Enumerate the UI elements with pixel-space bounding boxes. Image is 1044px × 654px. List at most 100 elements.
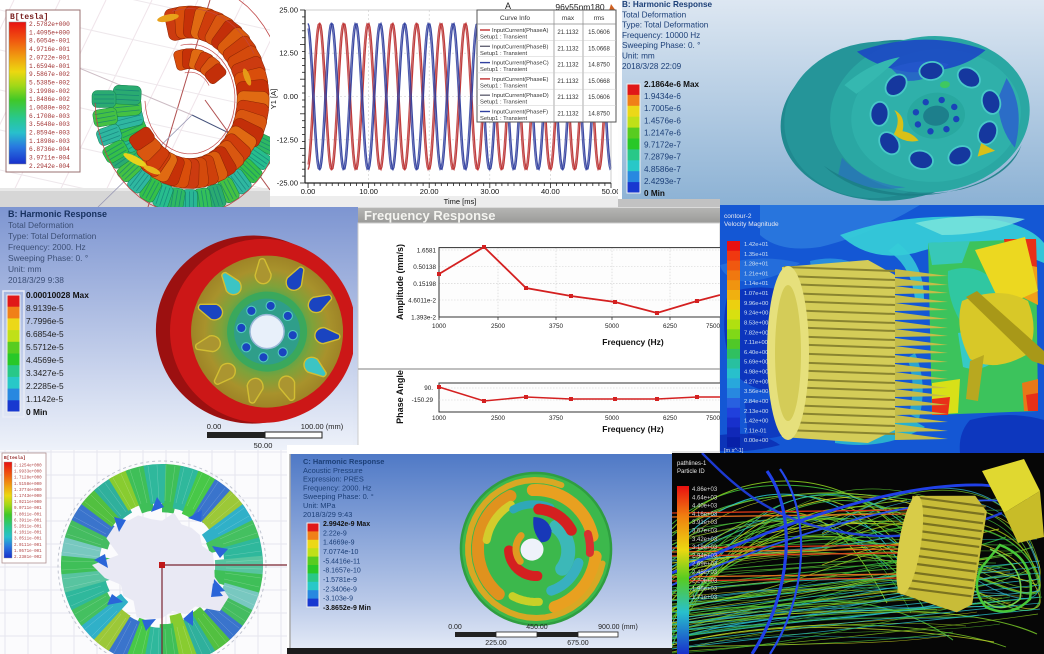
svg-text:5.2011e-001: 5.2011e-001 <box>14 526 42 530</box>
svg-text:1.9434e-6: 1.9434e-6 <box>644 92 681 101</box>
svg-text:-5.4416e-11: -5.4416e-11 <box>323 558 360 565</box>
svg-text:3.18e+03: 3.18e+03 <box>692 545 718 551</box>
svg-text:Frequency: 2000. Hz: Frequency: 2000. Hz <box>8 242 86 252</box>
svg-text:2.2381e-002: 2.2381e-002 <box>14 556 42 560</box>
svg-text:Particle ID: Particle ID <box>677 469 705 475</box>
svg-text:50.00: 50.00 <box>602 187 618 196</box>
svg-text:1.42e+01: 1.42e+01 <box>744 242 768 248</box>
svg-text:-150.29: -150.29 <box>412 397 434 404</box>
svg-text:2.20e+03: 2.20e+03 <box>692 578 718 584</box>
svg-text:2500: 2500 <box>491 323 506 330</box>
svg-text:4.27e+00: 4.27e+00 <box>744 379 768 385</box>
svg-text:1.71e+03: 1.71e+03 <box>692 595 718 601</box>
svg-text:0.00: 0.00 <box>448 624 462 631</box>
svg-text:Setup1 : Transient: Setup1 : Transient <box>480 100 527 106</box>
svg-text:7500: 7500 <box>706 323 720 330</box>
svg-text:6.6854e-5: 6.6854e-5 <box>26 329 64 339</box>
svg-text:6.8736e-004: 6.8736e-004 <box>29 146 70 153</box>
svg-text:-3.103e-9: -3.103e-9 <box>323 596 353 603</box>
svg-text:Frequency (Hz): Frequency (Hz) <box>602 424 664 434</box>
svg-text:4.86e+03: 4.86e+03 <box>692 487 718 493</box>
svg-text:0.00: 0.00 <box>283 92 298 101</box>
svg-text:Phase Angle: Phase Angle <box>395 370 405 424</box>
svg-text:-12.50: -12.50 <box>277 135 298 144</box>
svg-text:6.40e+00: 6.40e+00 <box>744 350 768 356</box>
svg-text:[m s^-1]: [m s^-1] <box>724 448 744 453</box>
svg-text:21.1132: 21.1132 <box>557 112 579 118</box>
svg-text:450.00: 450.00 <box>526 624 548 631</box>
svg-text:2.9942e-9 Max: 2.9942e-9 Max <box>323 521 370 528</box>
svg-text:Frequency: 2000. Hz: Frequency: 2000. Hz <box>303 483 372 492</box>
svg-text:1.393e-2: 1.393e-2 <box>411 315 436 322</box>
svg-text:2.2285e-5: 2.2285e-5 <box>26 381 64 391</box>
svg-text:Setup1 : Transient: Setup1 : Transient <box>480 35 527 41</box>
svg-text:Setup1 : Transient: Setup1 : Transient <box>480 51 527 57</box>
svg-text:2.84e+00: 2.84e+00 <box>744 399 768 405</box>
svg-text:Velocity Magnitude: Velocity Magnitude <box>724 221 779 228</box>
svg-text:Time [ms]: Time [ms] <box>444 197 477 206</box>
svg-text:675.00: 675.00 <box>567 640 589 647</box>
svg-text:1.28e+01: 1.28e+01 <box>744 262 768 268</box>
svg-text:8.9139e-5: 8.9139e-5 <box>26 303 64 313</box>
svg-text:2.45e+03: 2.45e+03 <box>692 570 718 576</box>
svg-text:1.4576e-6: 1.4576e-6 <box>644 116 681 125</box>
svg-text:1.0680e-002: 1.0680e-002 <box>29 105 70 112</box>
svg-text:rms: rms <box>594 15 606 22</box>
svg-text:Type: Total Deformation: Type: Total Deformation <box>8 231 97 241</box>
svg-text:4.1011e-001: 4.1011e-001 <box>14 532 42 536</box>
svg-text:InputCurrent(PhaseD): InputCurrent(PhaseD) <box>492 93 549 99</box>
svg-text:7.11e+00: 7.11e+00 <box>744 340 768 346</box>
svg-text:Unit: mm: Unit: mm <box>622 52 655 61</box>
svg-text:-3.8652e-9 Min: -3.8652e-9 Min <box>323 605 371 612</box>
svg-text:9.7172e-7: 9.7172e-7 <box>644 141 681 150</box>
svg-text:Amplitude (mm/s): Amplitude (mm/s) <box>395 244 405 320</box>
svg-text:2.0722e-001: 2.0722e-001 <box>29 54 70 61</box>
svg-text:15.0606: 15.0606 <box>588 95 610 101</box>
svg-text:4.4569e-5: 4.4569e-5 <box>26 355 64 365</box>
svg-text:Sweeping Phase: 0. °: Sweeping Phase: 0. ° <box>622 41 700 50</box>
svg-text:5.5385e-002: 5.5385e-002 <box>29 79 70 86</box>
svg-text:3750: 3750 <box>549 415 564 422</box>
svg-text:4.16e+03: 4.16e+03 <box>692 512 718 518</box>
svg-text:3.91e+03: 3.91e+03 <box>692 520 718 526</box>
svg-text:InputCurrent(PhaseE): InputCurrent(PhaseE) <box>492 77 548 83</box>
svg-text:50.00: 50.00 <box>254 441 273 450</box>
svg-text:21.1132: 21.1132 <box>557 46 579 52</box>
svg-text:Setup1 : Transient: Setup1 : Transient <box>480 116 527 122</box>
svg-text:1.5158e+000: 1.5158e+000 <box>14 483 42 487</box>
svg-text:2500: 2500 <box>491 415 506 422</box>
svg-text:1.7128e+000: 1.7128e+000 <box>14 477 42 481</box>
svg-text:-25.00: -25.00 <box>277 179 298 188</box>
svg-text:Unit: MPa: Unit: MPa <box>303 501 336 510</box>
svg-text:1000: 1000 <box>432 323 447 330</box>
svg-text:3.67e+03: 3.67e+03 <box>692 529 718 535</box>
svg-text:6250: 6250 <box>663 323 678 330</box>
svg-text:7.0774e-10: 7.0774e-10 <box>323 549 359 556</box>
svg-text:30.00: 30.00 <box>480 187 499 196</box>
svg-text:1.2147e-6: 1.2147e-6 <box>644 128 681 137</box>
svg-text:1000: 1000 <box>432 415 447 422</box>
svg-text:21.1132: 21.1132 <box>557 63 579 69</box>
svg-text:1.4095e+000: 1.4095e+000 <box>29 29 70 36</box>
svg-text:1.9933e+000: 1.9933e+000 <box>14 471 42 475</box>
svg-text:4.8586e-7: 4.8586e-7 <box>644 165 681 174</box>
svg-text:8.53e+00: 8.53e+00 <box>744 321 768 327</box>
svg-text:2.69e+03: 2.69e+03 <box>692 562 718 568</box>
svg-text:Total Deformation: Total Deformation <box>622 10 687 19</box>
svg-text:3.56e+00: 3.56e+00 <box>744 389 768 395</box>
svg-text:1.0211e+000: 1.0211e+000 <box>14 501 42 505</box>
svg-text:Unit: mm: Unit: mm <box>8 264 42 274</box>
svg-text:7.11e-01: 7.11e-01 <box>744 428 766 434</box>
svg-text:3.0511e-001: 3.0511e-001 <box>14 538 42 542</box>
svg-text:9.0711e-001: 9.0711e-001 <box>14 507 42 511</box>
svg-text:B: Harmonic Response: B: Harmonic Response <box>622 0 713 9</box>
svg-text:20.00: 20.00 <box>420 187 439 196</box>
svg-text:InputCurrent(PhaseC): InputCurrent(PhaseC) <box>492 61 549 67</box>
svg-text:7.2879e-7: 7.2879e-7 <box>644 153 681 162</box>
svg-text:5000: 5000 <box>605 323 620 330</box>
svg-text:2018/3/29 9:43: 2018/3/29 9:43 <box>303 510 352 519</box>
svg-text:2018/3/28 22:09: 2018/3/28 22:09 <box>622 62 682 71</box>
svg-text:Frequency: 10000 Hz: Frequency: 10000 Hz <box>622 31 700 40</box>
svg-text:15.0668: 15.0668 <box>588 46 610 52</box>
svg-text:Setup1 : Transient: Setup1 : Transient <box>480 67 527 73</box>
